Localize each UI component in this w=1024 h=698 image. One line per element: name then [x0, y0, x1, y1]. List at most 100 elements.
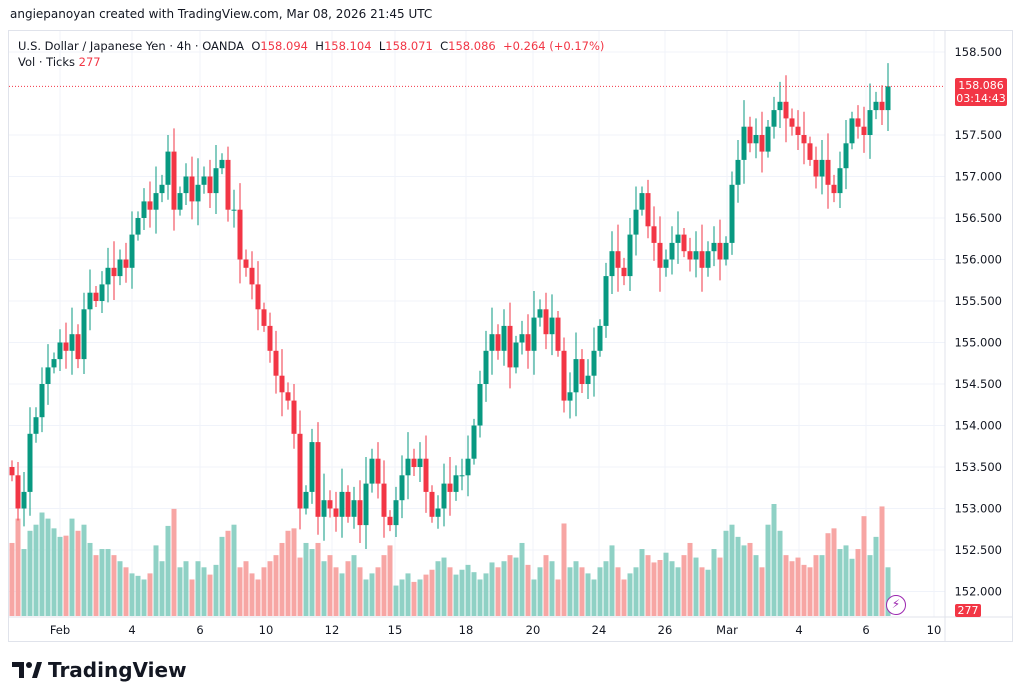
- volume-bar: [477, 579, 483, 616]
- volume-bar: [111, 555, 117, 616]
- candle-body: [447, 483, 453, 492]
- volume-bar: [657, 560, 663, 616]
- x-tick-label: 24: [592, 623, 607, 637]
- volume-bar: [837, 549, 843, 616]
- candle-body: [639, 193, 645, 210]
- volume-bar: [165, 525, 171, 616]
- candle-body: [759, 135, 765, 152]
- candle-body: [513, 342, 519, 368]
- volume-bar: [33, 524, 39, 616]
- candle-body: [837, 168, 843, 194]
- x-tick-label: 15: [388, 623, 403, 637]
- volume-bar: [273, 555, 279, 616]
- volume-bar: [723, 530, 729, 616]
- volume-bar: [441, 557, 447, 616]
- candle-body: [711, 242, 717, 252]
- volume-bar: [57, 536, 63, 616]
- tradingview-logo[interactable]: TradingView: [12, 658, 187, 682]
- volume-bar: [177, 567, 183, 616]
- volume-bar: [171, 508, 177, 616]
- candle-body: [273, 350, 279, 376]
- volume-bar: [327, 555, 333, 616]
- volume-bar: [825, 533, 831, 616]
- candle-body: [387, 516, 393, 526]
- volume-bar: [843, 545, 849, 616]
- symbol-title[interactable]: U.S. Dollar / Japanese Yen · 4h · OANDA: [18, 39, 245, 53]
- volume-bar: [297, 557, 303, 616]
- x-tick-label: Mar: [716, 623, 738, 637]
- volume-bar: [345, 561, 351, 616]
- candle-body: [867, 110, 873, 135]
- candle-body: [849, 118, 855, 144]
- volume-bar: [459, 569, 465, 616]
- candle-body: [495, 334, 501, 351]
- candle-body: [195, 184, 201, 202]
- candle-body: [723, 242, 729, 260]
- volume-bar: [87, 542, 93, 616]
- volume-bar: [789, 561, 795, 616]
- candle-body: [261, 309, 267, 326]
- volume-bar: [219, 536, 225, 616]
- candle-body: [321, 500, 327, 517]
- candle-body: [537, 309, 543, 318]
- volume-bar: [621, 579, 627, 616]
- volume-bar: [867, 555, 873, 616]
- candle-body: [813, 159, 819, 177]
- volume-bar: [819, 555, 825, 616]
- volume-label[interactable]: Vol · Ticks: [18, 55, 76, 69]
- candle-body: [675, 234, 681, 243]
- candle-body: [339, 491, 345, 517]
- volume-bar: [27, 530, 33, 616]
- candle-body: [33, 417, 39, 434]
- y-tick-label: 152.000: [954, 585, 1002, 599]
- volume-bar: [135, 575, 141, 616]
- open-label: O: [251, 39, 261, 53]
- volume-bar: [555, 579, 561, 616]
- volume-bar: [735, 536, 741, 616]
- candle-body: [789, 118, 795, 127]
- candle-body: [825, 159, 831, 185]
- candle-body: [177, 193, 183, 210]
- volume-bar: [813, 555, 819, 616]
- candle-body: [117, 259, 123, 277]
- volume-bar: [885, 567, 891, 616]
- volume-bar: [63, 535, 69, 616]
- chart-frame[interactable]: [8, 30, 1013, 642]
- candle-body: [201, 176, 207, 185]
- high-value: 158.104: [323, 39, 372, 53]
- volume-bar: [639, 549, 645, 616]
- lightning-icon[interactable]: ⚡: [886, 595, 906, 615]
- volume-bar: [375, 567, 381, 616]
- candle-body: [57, 342, 63, 360]
- candle-body: [459, 475, 465, 477]
- candle-body: [843, 143, 849, 169]
- volume-bar: [315, 542, 321, 616]
- volume-bar: [411, 581, 417, 616]
- volume-bar: [105, 549, 111, 616]
- volume-bar: [417, 579, 423, 616]
- candle-body: [369, 458, 375, 484]
- volume-bar: [711, 549, 717, 616]
- volume-bar: [435, 561, 441, 616]
- candle-body: [141, 201, 147, 218]
- candle-body: [807, 143, 813, 160]
- volume-bar: [249, 573, 255, 616]
- y-tick-label: 154.000: [954, 419, 1002, 433]
- candle-body: [417, 458, 423, 467]
- candle-body: [477, 384, 483, 426]
- candle-body: [327, 500, 333, 509]
- candle-body: [291, 400, 297, 434]
- candle-body: [573, 359, 579, 393]
- candle-body: [471, 425, 477, 459]
- volume-bar: [45, 518, 51, 616]
- y-tick-label: 156.500: [954, 211, 1002, 225]
- volume-bar: [339, 573, 345, 616]
- volume-bar: [99, 549, 105, 616]
- x-tick-label: 4: [128, 623, 135, 637]
- y-tick-label: 153.500: [954, 460, 1002, 474]
- y-tick-label: 154.500: [954, 377, 1002, 391]
- volume-bar: [831, 528, 837, 616]
- volume-bar: [267, 561, 273, 616]
- volume-bar: [225, 530, 231, 616]
